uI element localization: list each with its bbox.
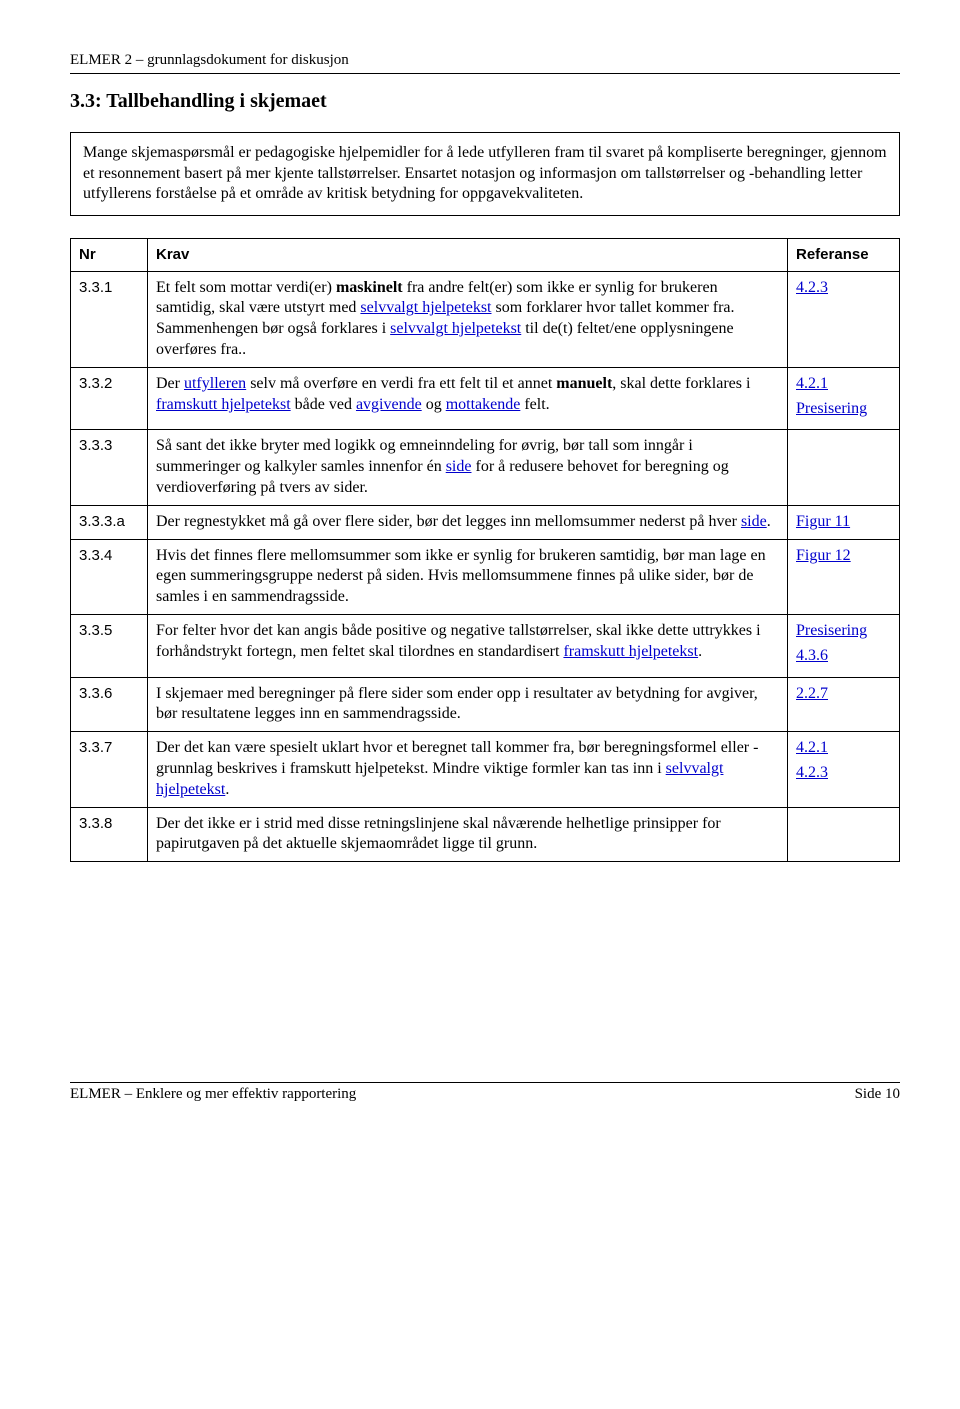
footer-right: Side 10 xyxy=(855,1085,900,1105)
cell-nr: 3.3.8 xyxy=(71,807,148,862)
table-row: 3.3.5 For felter hvor det kan angis både… xyxy=(71,615,900,678)
table-row: 3.3.6 I skjemaer med beregninger på fler… xyxy=(71,677,900,732)
cell-nr: 3.3.4 xyxy=(71,539,148,614)
cell-ref xyxy=(788,807,900,862)
link[interactable]: side xyxy=(446,458,472,475)
text: og xyxy=(422,396,446,413)
cell-nr: 3.3.5 xyxy=(71,615,148,678)
table-row: 3.3.8 Der det ikke er i strid med disse … xyxy=(71,807,900,862)
text: . xyxy=(698,643,702,660)
ref-link[interactable]: Figur 12 xyxy=(796,547,851,564)
cell-krav: Hvis det finnes flere mellomsummer som i… xyxy=(148,539,788,614)
text: selv må overføre en verdi fra ett felt t… xyxy=(246,375,556,392)
cell-nr: 3.3.3 xyxy=(71,430,148,505)
cell-ref: 4.2.1 4.2.3 xyxy=(788,732,900,807)
table-row: 3.3.3.a Der regnestykket må gå over fler… xyxy=(71,505,900,539)
cell-krav: I skjemaer med beregninger på flere side… xyxy=(148,677,788,732)
cell-krav: For felter hvor det kan angis både posit… xyxy=(148,615,788,678)
text: , skal dette forklares i xyxy=(612,375,750,392)
link[interactable]: selvvalgt hjelpetekst xyxy=(360,299,491,316)
th-ref: Referanse xyxy=(788,239,900,272)
cell-krav: Så sant det ikke bryter med logikk og em… xyxy=(148,430,788,505)
footer-left: ELMER – Enklere og mer effektiv rapporte… xyxy=(70,1085,356,1105)
cell-nr: 3.3.3.a xyxy=(71,505,148,539)
text: . xyxy=(767,513,771,530)
cell-ref xyxy=(788,430,900,505)
table-row: 3.3.3 Så sant det ikke bryter med logikk… xyxy=(71,430,900,505)
ref-link[interactable]: 4.2.3 xyxy=(796,764,828,781)
cell-ref: Figur 11 xyxy=(788,505,900,539)
link[interactable]: selvvalgt hjelpetekst xyxy=(390,320,521,337)
cell-nr: 3.3.6 xyxy=(71,677,148,732)
table-row: 3.3.1 Et felt som mottar verdi(er) maski… xyxy=(71,271,900,367)
cell-nr: 3.3.2 xyxy=(71,367,148,430)
ref-link[interactable]: Presisering xyxy=(796,400,867,417)
ref-link[interactable]: 4.2.1 xyxy=(796,739,828,756)
section-title: 3.3: Tallbehandling i skjemaet xyxy=(70,88,900,114)
table-row: 3.3.7 Der det kan være spesielt uklart h… xyxy=(71,732,900,807)
text: . xyxy=(225,781,229,798)
ref-link[interactable]: 4.2.3 xyxy=(796,279,828,296)
cell-nr: 3.3.7 xyxy=(71,732,148,807)
page-footer: ELMER – Enklere og mer effektiv rapporte… xyxy=(70,1082,900,1105)
cell-krav: Der regnestykket må gå over flere sider,… xyxy=(148,505,788,539)
ref-link[interactable]: 2.2.7 xyxy=(796,685,828,702)
text: Et felt som mottar verdi(er) xyxy=(156,279,336,296)
cell-krav: Et felt som mottar verdi(er) maskinelt f… xyxy=(148,271,788,367)
ref-link[interactable]: Figur 11 xyxy=(796,513,850,530)
cell-ref: 4.2.1 Presisering xyxy=(788,367,900,430)
th-krav: Krav xyxy=(148,239,788,272)
page-header-rule: ELMER 2 – grunnlagsdokument for diskusjo… xyxy=(70,50,900,74)
cell-ref: 4.2.3 xyxy=(788,271,900,367)
link[interactable]: utfylleren xyxy=(184,375,246,392)
cell-krav: Der utfylleren selv må overføre en verdi… xyxy=(148,367,788,430)
cell-krav: Der det kan være spesielt uklart hvor et… xyxy=(148,732,788,807)
text: felt. xyxy=(520,396,549,413)
intro-box: Mange skjemaspørsmål er pedagogiske hjel… xyxy=(70,132,900,216)
link[interactable]: side xyxy=(741,513,767,530)
doc-header: ELMER 2 – grunnlagsdokument for diskusjo… xyxy=(70,52,349,68)
text-bold: maskinelt xyxy=(336,279,403,296)
link[interactable]: framskutt hjelpetekst xyxy=(563,643,698,660)
table-row: 3.3.4 Hvis det finnes flere mellomsummer… xyxy=(71,539,900,614)
th-nr: Nr xyxy=(71,239,148,272)
ref-link[interactable]: 4.3.6 xyxy=(796,647,828,664)
text-bold: manuelt xyxy=(556,375,612,392)
text: Der xyxy=(156,375,184,392)
cell-krav: Der det ikke er i strid med disse retnin… xyxy=(148,807,788,862)
requirements-table: Nr Krav Referanse 3.3.1 Et felt som mott… xyxy=(70,238,900,862)
ref-link[interactable]: 4.2.1 xyxy=(796,375,828,392)
table-header-row: Nr Krav Referanse xyxy=(71,239,900,272)
table-row: 3.3.2 Der utfylleren selv må overføre en… xyxy=(71,367,900,430)
ref-link[interactable]: Presisering xyxy=(796,622,867,639)
link[interactable]: framskutt hjelpetekst xyxy=(156,396,291,413)
cell-nr: 3.3.1 xyxy=(71,271,148,367)
cell-ref: 2.2.7 xyxy=(788,677,900,732)
link[interactable]: mottakende xyxy=(446,396,521,413)
link[interactable]: avgivende xyxy=(356,396,422,413)
cell-ref: Figur 12 xyxy=(788,539,900,614)
cell-ref: Presisering 4.3.6 xyxy=(788,615,900,678)
text: både ved xyxy=(291,396,356,413)
text: Der regnestykket må gå over flere sider,… xyxy=(156,513,741,530)
